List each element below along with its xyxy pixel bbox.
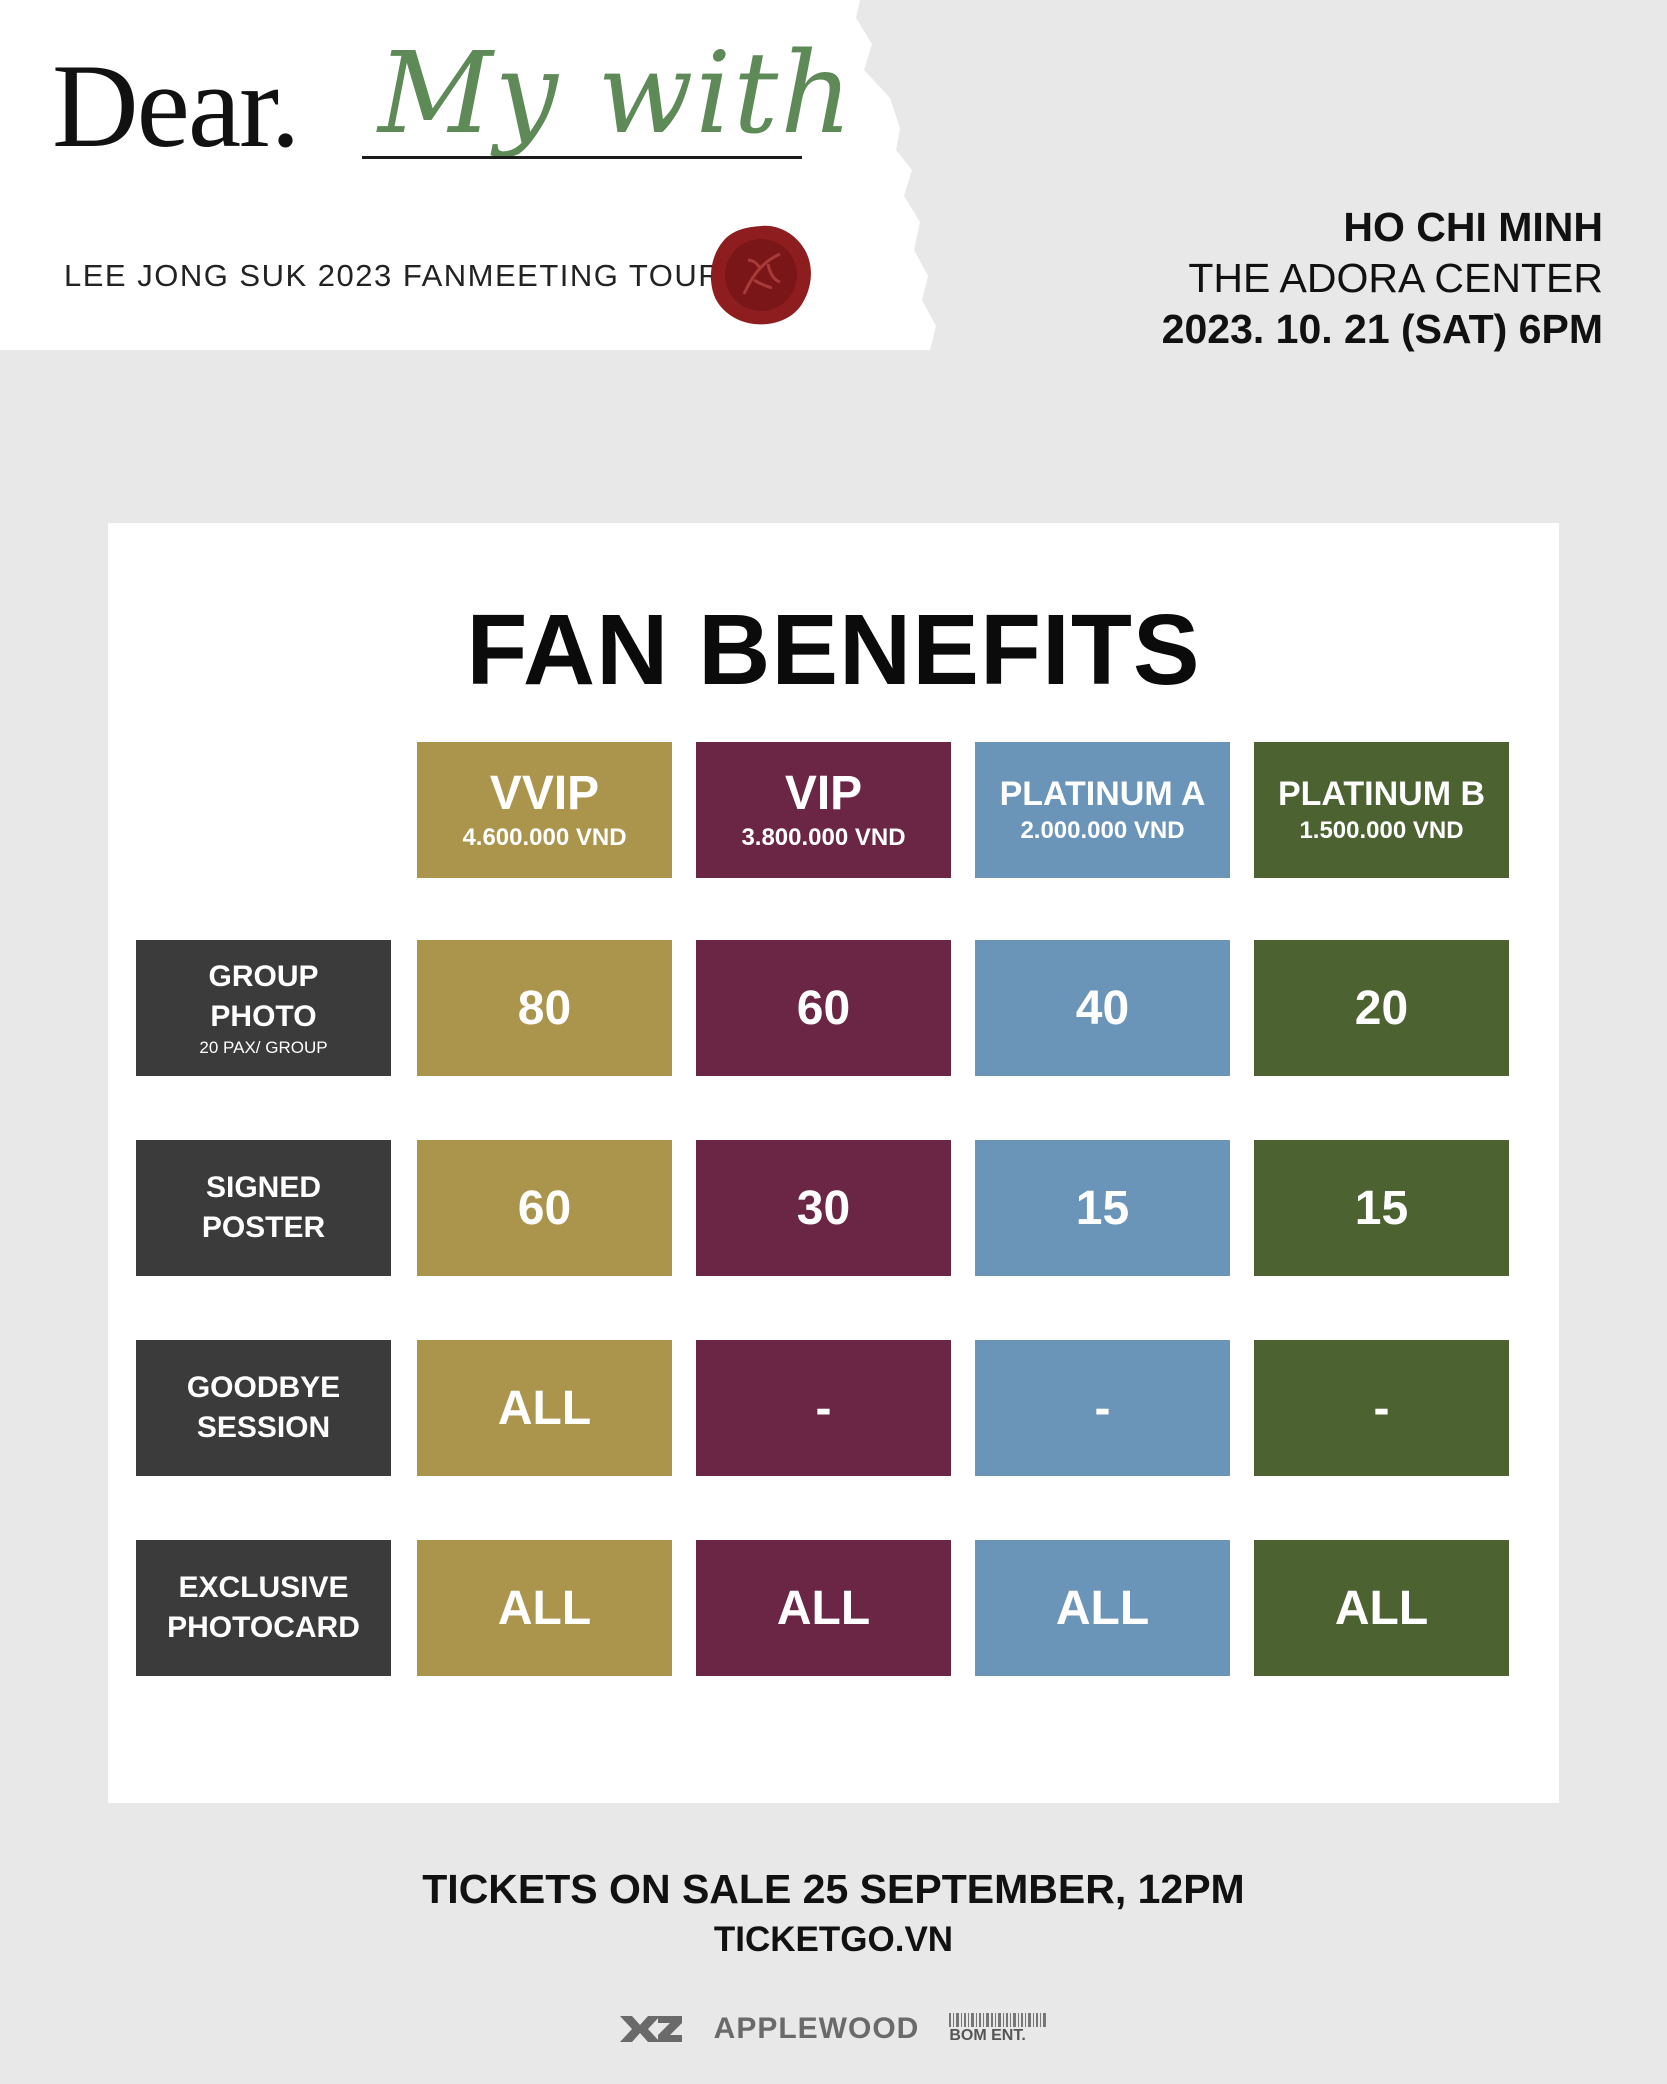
cell-goodbye-session-platinum-a: - xyxy=(975,1340,1230,1476)
torn-paper-background xyxy=(0,0,936,350)
brand-script: My with xyxy=(378,29,855,159)
row-label-line: GOODBYE xyxy=(186,1371,341,1404)
cell-group-photo-vip: 60 xyxy=(696,940,951,1076)
cell-goodbye-session-vip: - xyxy=(696,1340,951,1476)
brand-dear: Dear. xyxy=(52,39,301,172)
row-label-line: EXCLUSIVE xyxy=(178,1571,349,1604)
tier-price: 3.800.000 VND xyxy=(741,824,906,851)
cell-goodbye-session-vvip: ALL xyxy=(417,1340,672,1476)
tier-price: 4.600.000 VND xyxy=(462,824,627,851)
venue-datetime: 2023. 10. 21 (SAT) 6PM xyxy=(1161,306,1603,352)
tier-price: 2.000.000 VND xyxy=(1020,817,1185,844)
tier-header-vvip: VVIP 4.600.000 VND xyxy=(417,742,672,878)
cell-group-photo-platinum-b: 20 xyxy=(1254,940,1509,1076)
applewood-logo: APPLEWOOD xyxy=(713,2012,920,2045)
tier-header-vip: VIP 3.800.000 VND xyxy=(696,742,951,878)
row-label-group-photo: GROUP PHOTO 20 PAX/ GROUP xyxy=(136,940,391,1076)
row-label-line: PHOTO xyxy=(210,1000,317,1033)
brand-underline xyxy=(362,156,802,159)
row-label-signed-poster: SIGNED POSTER xyxy=(136,1140,391,1276)
cell-signed-poster-vip: 30 xyxy=(696,1140,951,1276)
tier-name: PLATINUM A xyxy=(999,775,1206,813)
tier-price: 1.500.000 VND xyxy=(1299,817,1464,844)
cell-exclusive-photocard-vvip: ALL xyxy=(417,1540,672,1676)
cell-exclusive-photocard-platinum-b: ALL xyxy=(1254,1540,1509,1676)
tier-header-platinum-b: PLATINUM B 1.500.000 VND xyxy=(1254,742,1509,878)
bom-ent-logo: BOM ENT. xyxy=(949,2013,1049,2045)
row-label-line: SESSION xyxy=(196,1411,331,1444)
hz-logo-icon: HZ xyxy=(619,2016,682,2042)
venue-info: HO CHI MINH THE ADORA CENTER 2023. 10. 2… xyxy=(1162,202,1603,355)
wax-seal-icon xyxy=(710,225,811,325)
sponsor-logos: HZ APPLEWOOD BOM ENT. xyxy=(0,2012,1667,2046)
cell-exclusive-photocard-platinum-a: ALL xyxy=(975,1540,1230,1676)
barcode-icon xyxy=(949,2013,1047,2027)
benefits-title: FAN BENEFITS xyxy=(466,594,1201,706)
venue-name: THE ADORA CENTER xyxy=(1188,255,1603,301)
cell-group-photo-vvip: 80 xyxy=(417,940,672,1076)
cell-signed-poster-platinum-b: 15 xyxy=(1254,1140,1509,1276)
ticket-site-link[interactable]: TICKETGO.VN xyxy=(713,1920,954,1959)
benefits-card: FAN BENEFITS VVIP 4.600.000 VND VIP 3.80… xyxy=(108,523,1559,1803)
tier-name: PLATINUM B xyxy=(1277,775,1486,813)
venue-city: HO CHI MINH xyxy=(1343,204,1603,250)
cell-signed-poster-platinum-a: 15 xyxy=(975,1140,1230,1276)
row-label-exclusive-photocard: EXCLUSIVE PHOTOCARD xyxy=(136,1540,391,1676)
bom-ent-label: BOM ENT. xyxy=(949,2027,1026,2044)
cell-group-photo-platinum-a: 40 xyxy=(975,940,1230,1076)
row-label-line: POSTER xyxy=(201,1211,326,1244)
tier-name: VVIP xyxy=(489,767,600,820)
row-label-line: GROUP xyxy=(208,960,319,993)
tour-title: LEE JONG SUK 2023 FANMEETING TOUR xyxy=(64,258,723,293)
cell-exclusive-photocard-vip: ALL xyxy=(696,1540,951,1676)
tier-header-platinum-a: PLATINUM A 2.000.000 VND xyxy=(975,742,1230,878)
row-label-sub: 20 PAX/ GROUP xyxy=(199,1038,328,1057)
cell-signed-poster-vvip: 60 xyxy=(417,1140,672,1276)
tier-name: VIP xyxy=(784,767,863,820)
ticket-sale-info: TICKETS ON SALE 25 SEPTEMBER, 12PM xyxy=(422,1866,1245,1912)
row-label-line: PHOTOCARD xyxy=(167,1611,360,1644)
row-label-line: SIGNED xyxy=(205,1171,322,1204)
row-label-goodbye-session: GOODBYE SESSION xyxy=(136,1340,391,1476)
cell-goodbye-session-platinum-b: - xyxy=(1254,1340,1509,1476)
